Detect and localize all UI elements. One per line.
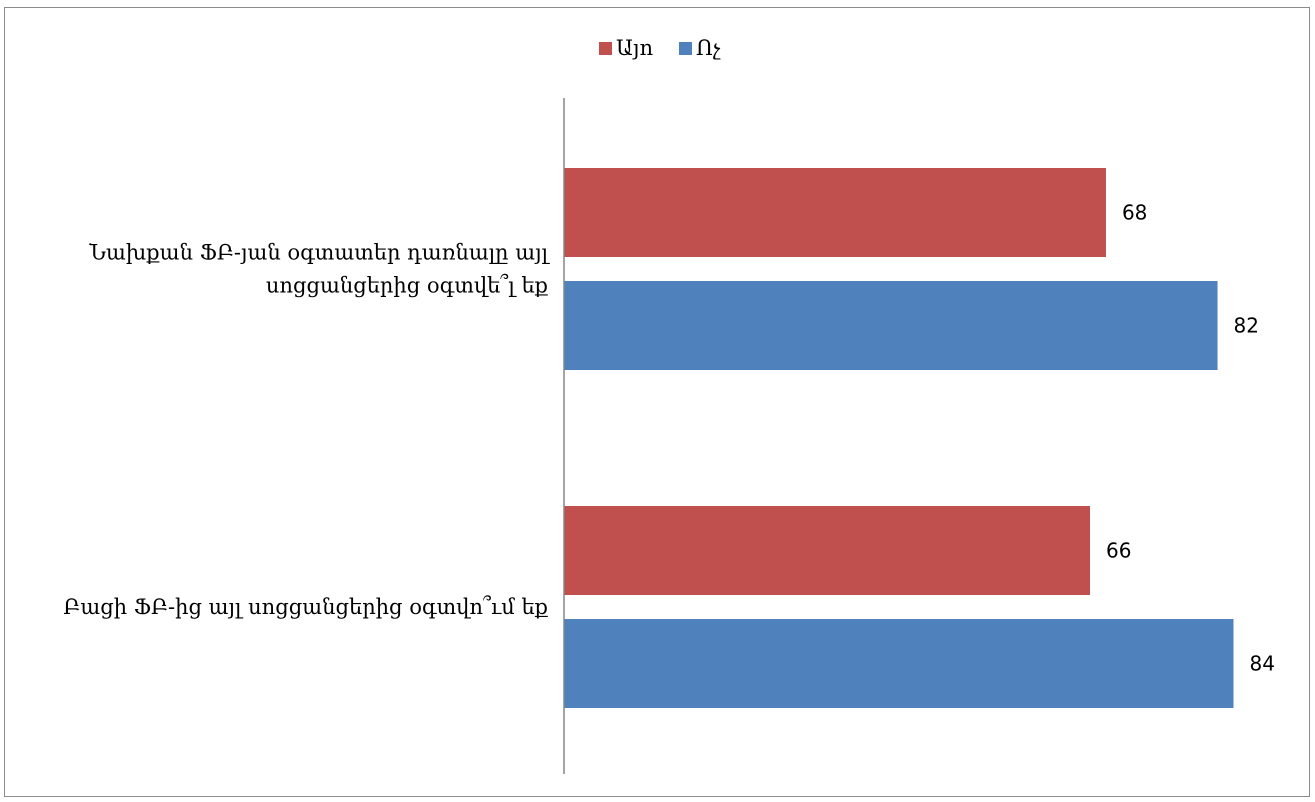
- category-label: Նախքան ՖԲ-յան օգտատեր դառնալը այլ: [88, 241, 550, 265]
- bars: [564, 168, 1234, 708]
- category-labels: Նախքան ՖԲ-յան օգտատեր դառնալը այլ սոցցանց…: [63, 241, 550, 620]
- data-label: 84: [1249, 652, 1274, 676]
- legend: Այո Ոչ: [599, 36, 721, 60]
- legend-swatch: [679, 42, 692, 55]
- data-label: 68: [1122, 201, 1147, 225]
- data-labels: 68 82 66 84: [1106, 201, 1275, 676]
- legend-label: Ոչ: [696, 36, 721, 60]
- bar-ayo-1: [564, 506, 1091, 595]
- bar-voch-0: [564, 281, 1218, 370]
- category-label: Բացի ՖԲ-ից այլ սոցցանցերից օգտվո՞ւմ եք: [63, 595, 548, 619]
- legend-swatch: [599, 42, 612, 55]
- data-label: 66: [1106, 539, 1131, 563]
- legend-label: Այո: [616, 36, 654, 60]
- data-label: 82: [1234, 314, 1259, 338]
- bar-voch-1: [564, 619, 1234, 708]
- bar-ayo-0: [564, 168, 1106, 257]
- category-label: սոցցանցերից օգտվե՞լ եք: [266, 274, 549, 298]
